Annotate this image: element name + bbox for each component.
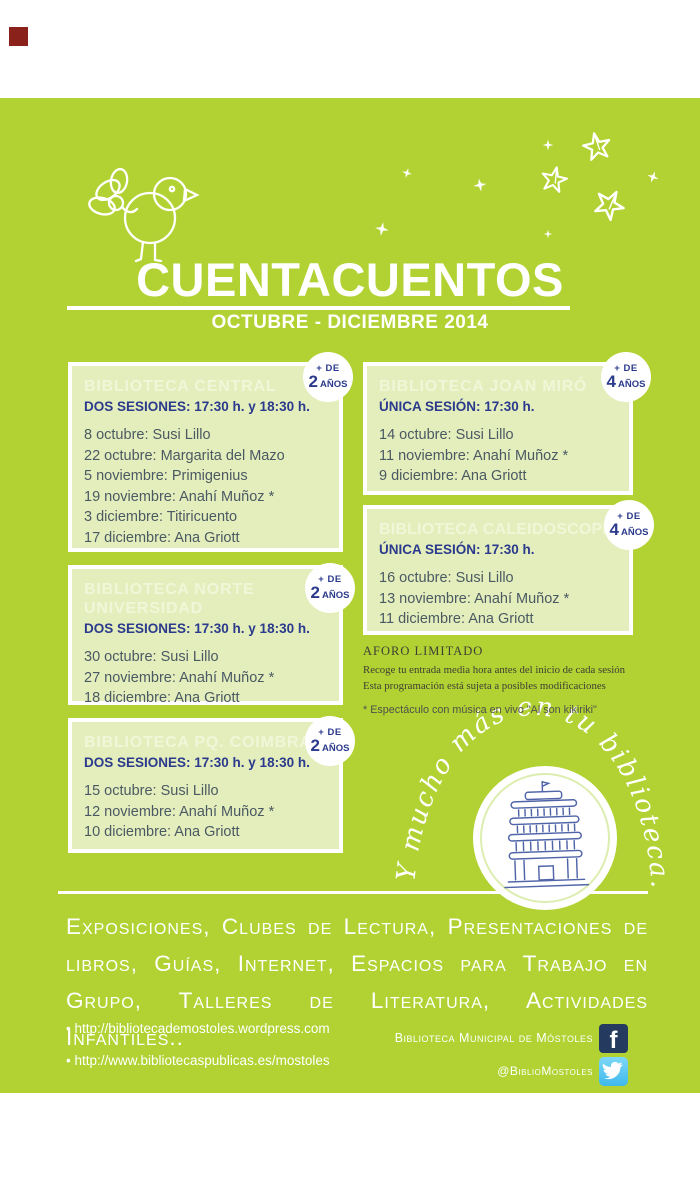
- services-text: Exposiciones, Clubes de Lectura, Present…: [66, 914, 648, 1050]
- library-name: BIBLIOTECA PQ. COIMBRA: [84, 734, 312, 751]
- link-wordpress[interactable]: • http://bibliotecademostoles.wordpress.…: [66, 1021, 330, 1036]
- capacity-notes: AFORO LIMITADO Recoge tu entrada media h…: [363, 644, 673, 716]
- age-badge: + DE 2 AÑOS: [303, 352, 353, 402]
- asterisk-note: * Espectáculo con música en vivo "Al son…: [363, 704, 597, 716]
- star-icon: [538, 163, 570, 194]
- star-icon: [589, 183, 631, 224]
- sparkle-icon: [543, 229, 553, 239]
- sessions-info: DOS SESIONES: 17:30 h. y 18:30 h.: [84, 621, 310, 636]
- badge-age-number: 2: [308, 371, 318, 391]
- sparkle-icon: [472, 177, 488, 193]
- facebook-icon[interactable]: f: [599, 1024, 628, 1053]
- library-stamp: [473, 766, 617, 910]
- link-bibliotecaspublicas[interactable]: • http://www.bibliotecaspublicas.es/most…: [66, 1053, 330, 1068]
- badge-plus-label: + DE: [318, 726, 342, 738]
- event-line: 15 octubre: Susi Lillo: [84, 783, 219, 799]
- badge-age-unit: AÑOS: [320, 378, 348, 390]
- sessions-info: DOS SESIONES: 17:30 h. y 18:30 h.: [84, 399, 310, 414]
- badge-age-unit: AÑOS: [621, 526, 649, 538]
- event-line: 13 noviembre: Anahí Muñoz *: [379, 590, 570, 607]
- stars-decoration: [374, 129, 661, 239]
- svg-text:Y mucho más en tu biblioteca..: Y mucho más en tu biblioteca..: [392, 690, 675, 891]
- sessions-info: ÚNICA SESIÓN: 17:30 h.: [379, 399, 535, 414]
- sparkle-icon: [374, 221, 390, 237]
- badge-age-number: 4: [606, 371, 616, 391]
- badge-plus-label: + DE: [316, 362, 340, 374]
- library-box-central: BIBLIOTECA CENTRAL DOS SESIONES: 17:30 h…: [68, 362, 343, 552]
- badge-age-number: 2: [310, 735, 320, 755]
- event-line: 18 diciembre: Ana Griott: [84, 690, 240, 706]
- event-line: 12 noviembre: Anahí Muñoz *: [84, 803, 275, 820]
- library-box-joan-miro: BIBLIOTECA JOAN MIRÓ ÚNICA SESIÓN: 17:30…: [363, 362, 633, 495]
- stamp-slogan: Y mucho más en tu biblioteca..: [392, 690, 675, 891]
- library-name: BIBLIOTECA JOAN MIRÓ: [379, 378, 588, 395]
- library-name-line2: UNIVERSIDAD: [84, 600, 204, 617]
- badge-age-unit: AÑOS: [618, 378, 646, 390]
- star-icon: [579, 129, 614, 162]
- badge-age-unit: AÑOS: [322, 589, 350, 601]
- badge-age-unit: AÑOS: [322, 742, 350, 754]
- capacity-title: AFORO LIMITADO: [363, 644, 484, 658]
- event-line: 17 diciembre: Ana Griott: [84, 529, 240, 546]
- library-building-icon: [504, 781, 590, 889]
- library-name: BIBLIOTECA CALEIDOSCOPIO: [379, 521, 620, 538]
- age-badge: + DE 4 AÑOS: [604, 500, 654, 550]
- bird-doodle-icon: [88, 167, 200, 263]
- age-badge: + DE 2 AÑOS: [305, 716, 355, 766]
- sparkle-icon: [645, 169, 661, 185]
- capacity-line: Esta programación está sujeta a posibles…: [363, 679, 606, 692]
- facebook-glyph: f: [609, 1027, 618, 1053]
- library-box-caleidoscopio: BIBLIOTECA CALEIDOSCOPIO ÚNICA SESIÓN: 1…: [363, 505, 633, 635]
- event-line: 8 octubre: Susi Lillo: [84, 427, 211, 443]
- separator-line: [58, 891, 648, 894]
- capacity-line: Recoge tu entrada media hora antes del i…: [363, 664, 626, 676]
- sessions-info: DOS SESIONES: 17:30 h. y 18:30 h.: [84, 755, 310, 770]
- twitter-icon[interactable]: [599, 1057, 628, 1086]
- library-box-pq-coimbra: BIBLIOTECA PQ. COIMBRA DOS SESIONES: 17:…: [68, 718, 343, 853]
- event-line: 30 octubre: Susi Lillo: [84, 649, 219, 665]
- title-underline: [67, 306, 570, 310]
- facebook-label: Biblioteca Municipal de Móstoles: [394, 1031, 593, 1045]
- badge-plus-label: + DE: [614, 362, 638, 374]
- age-badge: + DE 2 AÑOS: [305, 563, 355, 613]
- event-line: 14 octubre: Susi Lillo: [379, 427, 514, 443]
- sparkle-icon: [400, 166, 414, 180]
- sparkle-icon: [542, 139, 554, 151]
- badge-age-number: 4: [609, 519, 619, 539]
- badge-age-number: 2: [310, 582, 320, 602]
- event-line: 5 noviembre: Primigenius: [84, 468, 248, 484]
- stamp-slogan-text: Y mucho más en tu biblioteca..: [392, 690, 673, 891]
- twitter-label: @BiblioMostoles: [497, 1064, 593, 1078]
- library-name: BIBLIOTECA CENTRAL: [84, 378, 277, 395]
- event-line: 16 octubre: Susi Lillo: [379, 570, 514, 586]
- event-line: 19 noviembre: Anahí Muñoz *: [84, 488, 275, 505]
- stamp-inner-ring: [480, 773, 610, 903]
- event-line: 27 noviembre: Anahí Muñoz *: [84, 669, 275, 686]
- event-line: 11 noviembre: Anahí Muñoz *: [379, 447, 569, 464]
- page-title: CUENTACUENTOS: [136, 253, 564, 306]
- event-line: 3 diciembre: Titiricuento: [84, 509, 238, 525]
- event-line: 9 diciembre: Ana Griott: [379, 468, 527, 484]
- badge-plus-label: + DE: [617, 510, 641, 522]
- event-line: 11 diciembre: Ana Griott: [379, 611, 534, 627]
- badge-plus-label: + DE: [318, 573, 342, 585]
- age-badge: + DE 4 AÑOS: [601, 352, 651, 402]
- page-subtitle: OCTUBRE - DICIEMBRE 2014: [211, 312, 489, 333]
- library-name: BIBLIOTECA NORTE: [84, 581, 255, 598]
- sessions-info: ÚNICA SESIÓN: 17:30 h.: [379, 542, 535, 557]
- twitter-bird-glyph: [602, 1061, 624, 1080]
- library-box-norte-universidad: BIBLIOTECA NORTE UNIVERSIDAD DOS SESIONE…: [68, 565, 343, 706]
- red-marker: [9, 27, 28, 46]
- event-line: 10 diciembre: Ana Griott: [84, 824, 240, 840]
- event-line: 22 octubre: Margarita del Mazo: [84, 447, 285, 464]
